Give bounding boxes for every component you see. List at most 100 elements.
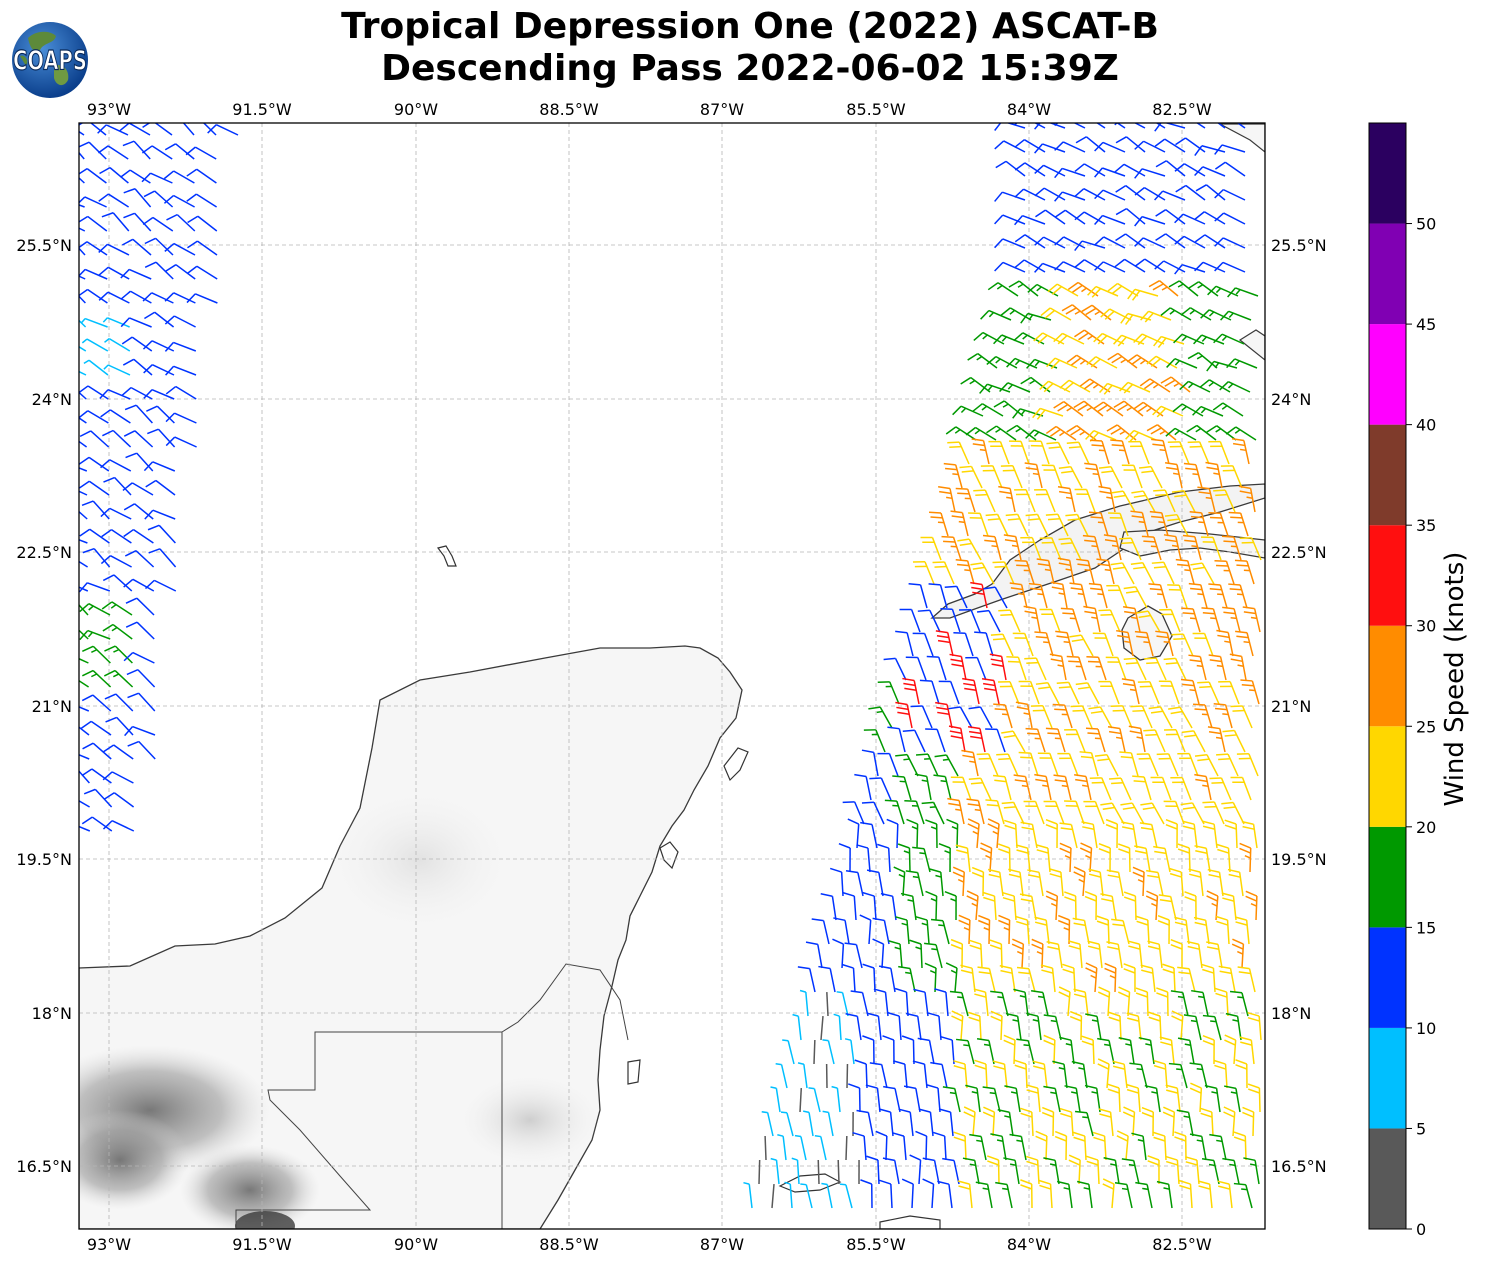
wind-barb	[1231, 938, 1245, 969]
lon-tick-label-bottom: 93°W	[87, 1235, 131, 1254]
wind-barb	[144, 237, 174, 256]
wind-barb	[862, 963, 876, 993]
lat-tick-label-left: 19.5°N	[16, 850, 72, 869]
wind-barb	[1008, 280, 1039, 297]
wind-barb	[974, 631, 994, 657]
wind-barb	[123, 188, 152, 208]
wind-barb	[1189, 1082, 1203, 1113]
wind-barb	[1082, 534, 1102, 561]
wind-barb	[1036, 844, 1051, 873]
wind-barb	[1226, 358, 1258, 369]
lon-tick-label-top: 82.5°W	[1152, 100, 1212, 119]
wind-barb	[955, 487, 976, 513]
wind-barb	[1174, 1131, 1187, 1161]
wind-barb	[976, 609, 1001, 633]
wind-barb	[1045, 513, 1069, 537]
wind-barb	[1158, 894, 1177, 921]
wind-barb	[79, 510, 88, 520]
wind-barb	[1174, 263, 1206, 275]
wind-barb	[79, 490, 88, 496]
wind-barb	[1094, 214, 1126, 226]
wind-barb	[1020, 1107, 1034, 1137]
wind-barb	[1216, 123, 1226, 129]
wind-barb	[1046, 941, 1063, 969]
wind-barb	[1075, 682, 1100, 705]
wind-barb	[1045, 818, 1058, 849]
wind-barb	[164, 292, 196, 304]
wind-barb	[1004, 819, 1018, 849]
wind-barb	[1202, 1014, 1222, 1041]
wind-barb	[79, 456, 110, 472]
wind-barb	[1229, 653, 1247, 681]
lon-tick-label-top: 91.5°W	[232, 100, 292, 119]
wind-barb	[869, 777, 892, 801]
wind-barb	[125, 452, 154, 472]
wind-barb	[884, 799, 905, 825]
wind-barb	[1000, 307, 1032, 321]
wind-barb	[1041, 464, 1063, 489]
wind-barb	[770, 1157, 780, 1185]
wind-barb	[1054, 141, 1086, 153]
wind-barb	[1137, 681, 1160, 705]
wind-barb	[1126, 1083, 1141, 1113]
wind-barb	[893, 866, 906, 897]
wind-barb	[1201, 963, 1216, 993]
wind-barb	[1054, 167, 1086, 179]
wind-barb	[1034, 236, 1066, 249]
wind-barb	[1064, 800, 1085, 825]
wind-barb	[1123, 586, 1148, 609]
wind-barb	[98, 266, 130, 280]
wind-barb	[1034, 187, 1066, 201]
wind-barb	[993, 400, 1024, 417]
wind-barb	[164, 143, 195, 160]
wind-barb	[1086, 356, 1118, 369]
wind-barb	[97, 124, 129, 136]
wind-barb	[1192, 405, 1224, 417]
wind-barb	[1214, 212, 1246, 225]
wind-barb	[1147, 940, 1163, 969]
wind-barb	[1026, 1012, 1042, 1041]
wind-barb	[1009, 582, 1028, 609]
wind-barb	[1200, 1107, 1214, 1137]
wind-barb	[1228, 583, 1248, 609]
wind-barb	[839, 1183, 853, 1209]
wind-barb	[79, 770, 90, 784]
wind-barb	[100, 459, 132, 472]
wind-barb	[1133, 333, 1165, 346]
wind-barb	[861, 801, 885, 825]
wind-barb	[965, 1084, 981, 1113]
wind-barb	[935, 630, 954, 657]
wind-barb	[1148, 706, 1173, 729]
wind-barb	[777, 1133, 787, 1161]
wind-barb	[79, 467, 88, 472]
wind-barb	[1074, 1110, 1094, 1137]
wind-barb	[866, 869, 884, 897]
wind-barb	[782, 1039, 795, 1065]
wind-barb	[1178, 1179, 1193, 1209]
wind-barb	[1094, 189, 1126, 201]
wind-barb	[1247, 1083, 1261, 1113]
wind-barb	[953, 632, 974, 657]
wind-barb	[946, 818, 959, 849]
wind-barb	[1170, 776, 1192, 801]
wind-barb	[142, 340, 175, 352]
wind-barb	[1045, 890, 1059, 921]
lon-tick-label-top: 90°W	[394, 100, 438, 119]
wind-barb	[1083, 605, 1101, 633]
wind-barb	[844, 942, 863, 969]
wind-barb	[1148, 583, 1168, 609]
wind-barb	[1119, 537, 1142, 561]
wind-barb	[912, 846, 931, 873]
wind-barb	[1147, 1155, 1160, 1185]
wind-barb	[975, 1181, 993, 1209]
wind-barb	[968, 777, 992, 801]
wind-barb	[780, 1111, 794, 1137]
wind-barb	[1084, 1084, 1101, 1113]
wind-barb	[1175, 558, 1195, 585]
wind-barb	[865, 1084, 881, 1113]
wind-barb	[1152, 405, 1184, 418]
wind-barb	[82, 742, 112, 760]
wind-barb	[971, 866, 985, 897]
wind-barb	[1150, 776, 1172, 801]
wind-barb	[932, 561, 955, 585]
